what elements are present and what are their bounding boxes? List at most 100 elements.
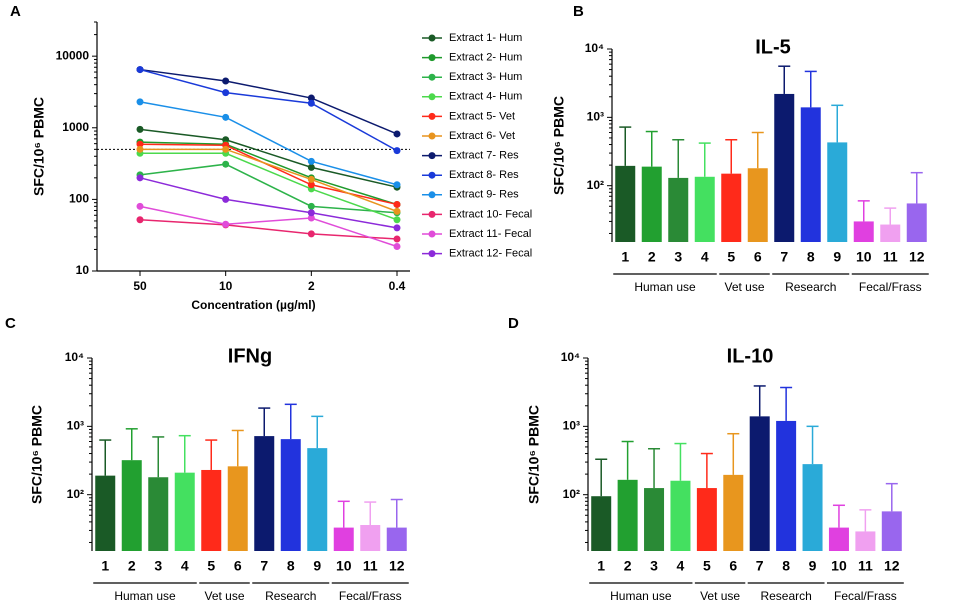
- legend-label: Extract 10- Fecal: [449, 208, 532, 220]
- point: [222, 145, 230, 153]
- bar: [360, 525, 381, 551]
- x-tick-label: 5: [703, 558, 711, 574]
- y-axis-label: SFC/10⁶ PBMC: [29, 405, 45, 504]
- bar: [723, 474, 744, 551]
- bar: [591, 496, 612, 551]
- x-tick-label: 50: [133, 279, 147, 293]
- y-axis-label: SFC/10⁶ PBMC: [31, 97, 47, 196]
- bar: [174, 472, 195, 551]
- legend-marker: [428, 112, 436, 120]
- point: [307, 157, 315, 165]
- bar: [617, 479, 638, 551]
- x-tick-label: 12: [909, 249, 925, 265]
- x-tick-label: 2: [128, 558, 136, 574]
- point: [393, 216, 401, 224]
- bar: [747, 168, 768, 242]
- point: [307, 163, 315, 171]
- bar: [696, 488, 717, 551]
- x-tick-label: 6: [754, 249, 762, 265]
- series-line: [139, 68, 398, 152]
- point: [136, 125, 144, 133]
- x-tick-label: 2: [624, 558, 632, 574]
- y-tick-label: 10³: [587, 110, 604, 124]
- point: [393, 147, 401, 155]
- bar: [880, 224, 901, 242]
- bar: [776, 420, 797, 551]
- bar: [721, 173, 742, 242]
- point: [136, 98, 144, 106]
- panel-letter: B: [573, 3, 584, 20]
- point: [222, 113, 230, 121]
- y-tick-label: 100: [69, 192, 89, 206]
- point: [222, 195, 230, 203]
- x-tick-label: 10: [336, 558, 352, 574]
- panel-letter: D: [508, 315, 519, 332]
- x-tick-label: 1: [621, 249, 629, 265]
- point: [222, 77, 230, 85]
- x-tick-label: 11: [883, 249, 898, 265]
- x-tick-label: 11: [858, 558, 873, 574]
- panel-letter: C: [5, 315, 16, 332]
- point: [136, 140, 144, 148]
- x-tick-label: 6: [729, 558, 737, 574]
- point: [393, 200, 401, 208]
- point: [393, 130, 401, 138]
- x-tick-label: 12: [884, 558, 900, 574]
- legend-label: Extract 3- Hum: [449, 71, 522, 83]
- bar: [641, 166, 662, 242]
- bar: [749, 416, 770, 551]
- legend-marker: [428, 210, 436, 218]
- legend-marker: [428, 152, 436, 160]
- legend-label: Extract 2- Hum: [449, 52, 522, 64]
- point: [222, 89, 230, 97]
- bar: [148, 477, 169, 551]
- x-tick-label: 8: [782, 558, 790, 574]
- point: [136, 66, 144, 74]
- x-tick-label: 8: [287, 558, 295, 574]
- bar: [333, 527, 354, 551]
- chart-title: IFNg: [228, 345, 272, 367]
- group-label: Research: [265, 589, 316, 603]
- bar: [881, 511, 902, 551]
- point: [222, 160, 230, 168]
- x-tick-label: 12: [389, 558, 405, 574]
- x-tick-label: 4: [701, 249, 709, 265]
- bar: [307, 448, 328, 551]
- legend-label: Extract 12- Fecal: [449, 248, 532, 260]
- legend-label: Extract 11- Fecal: [449, 228, 531, 240]
- x-tick-label: 10: [219, 279, 233, 293]
- bar: [644, 488, 665, 551]
- bar: [670, 480, 691, 551]
- legend-label: Extract 4- Hum: [449, 91, 522, 103]
- x-tick-label: 2: [648, 249, 656, 265]
- series-line: [139, 177, 398, 229]
- x-tick-label: 4: [677, 558, 685, 574]
- point: [307, 209, 315, 217]
- point: [136, 174, 144, 182]
- point: [393, 242, 401, 250]
- bar: [201, 469, 222, 551]
- x-tick-label: 1: [101, 558, 109, 574]
- chart-title: IL-5: [755, 36, 791, 58]
- point: [393, 207, 401, 215]
- x-tick-label: 0.4: [389, 279, 406, 293]
- legend-marker: [428, 93, 436, 101]
- bar: [386, 527, 407, 551]
- bar: [853, 221, 874, 242]
- point: [136, 202, 144, 210]
- point: [307, 94, 315, 102]
- bar: [615, 165, 636, 242]
- x-tick-label: 3: [650, 558, 658, 574]
- point: [136, 216, 144, 224]
- y-tick-label: 10: [76, 263, 90, 277]
- group-label: Research: [760, 589, 811, 603]
- bar: [694, 176, 715, 242]
- bar: [280, 439, 301, 551]
- series-line: [139, 68, 398, 135]
- point: [393, 235, 401, 243]
- group-label: Vet use: [204, 589, 244, 603]
- group-label: Human use: [610, 589, 672, 603]
- point: [307, 99, 315, 107]
- y-axis-label: SFC/10⁶ PBMC: [551, 96, 567, 195]
